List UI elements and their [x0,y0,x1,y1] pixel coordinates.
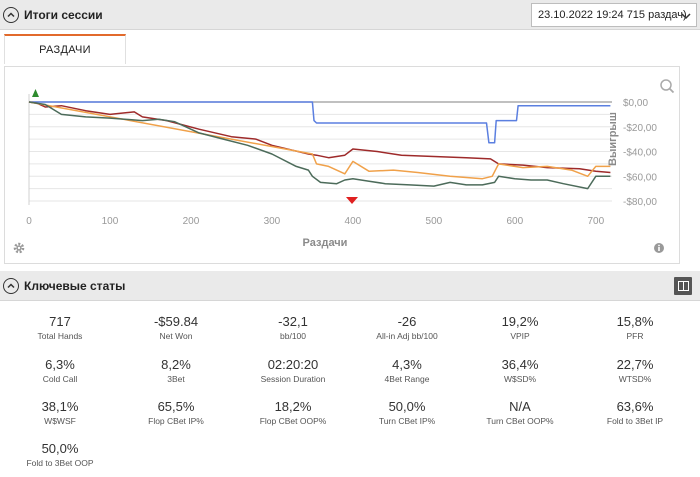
y-tick-label: -$40,00 [623,148,657,159]
session-selector[interactable]: 23.10.2022 19:24 715 раздач) [531,3,697,27]
stat-value: 717 [49,314,71,329]
stat-item: 8,2% 3Bet [116,357,236,385]
y-tick-label: -$60,00 [623,172,657,183]
stat-label: Turn CBet IP% [378,416,436,426]
stat-value: 38,1% [41,399,79,414]
chevron-up-icon [7,11,15,17]
x-tick-label: 0 [26,216,32,227]
stat-value: 15,8% [616,314,654,329]
stat-value: 02:20:20 [267,357,319,372]
stat-value: 50,0% [388,399,426,414]
stat-item: -32,1 bb/100 [233,314,353,342]
stat-label: Net Won [159,331,193,341]
y-tick-label: $0,00 [623,98,648,109]
x-tick-label: 100 [102,216,119,227]
x-tick-label: 500 [426,216,443,227]
stat-value: 4,3% [392,357,422,372]
stat-item: 19,2% VPIP [460,314,580,342]
winnings-chart-panel: 0 100 200 300 400 500 600 700 $0,00 -$20,00 -$40,… [4,66,680,264]
session-summary-header: Итоги сессии 23.10.2022 19:24 715 раздач… [0,0,700,30]
x-tick-label: 200 [183,216,200,227]
stat-label: 4Bet Range [384,374,430,384]
key-stats-grid: 717 Total Hands -$59.84 Net Won -32,1 bb/100-… [0,305,700,477]
y-tick-label: -$20,00 [623,123,657,134]
stat-label: Fold to 3Bet IP [606,416,664,426]
session-high-marker [32,89,39,97]
series-line-3 [28,101,611,190]
key-stats-header: Ключевые статы [0,271,700,301]
collapse-session-button[interactable] [3,6,19,23]
stat-label: Flop CBet OOP% [259,416,327,426]
y-axis-label: Выигрыш [607,112,619,166]
x-tick-label: 700 [587,216,604,227]
series-line-2 [28,101,611,180]
chevron-up-icon [7,282,15,288]
stat-label: VPIP [510,331,530,341]
stat-item: -$59.84 Net Won [116,314,236,342]
stat-label: bb/100 [280,331,306,341]
stat-item: 717 Total Hands [0,314,120,342]
tab-bar: РАЗДАЧИ [0,31,700,65]
stat-item: -26 All-in Adj bb/100 [347,314,467,342]
stat-label: Total Hands [37,331,83,341]
stat-item: 02:20:20 Session Duration [233,357,353,385]
zoom-icon[interactable] [660,79,675,94]
stat-label: 3Bet [167,374,185,384]
tab-hands[interactable]: РАЗДАЧИ [4,34,126,64]
stat-value: 18,2% [274,399,312,414]
stat-label: W$WSF [44,416,76,426]
stat-item: 6,3% Cold Call [0,357,120,385]
y-tick-label: -$80,00 [623,197,657,208]
gear-icon[interactable] [13,242,25,254]
x-tick-label: 400 [345,216,362,227]
stat-label: Cold Call [42,374,78,384]
stat-label: Session Duration [260,374,326,384]
stat-value: -$59.84 [153,314,199,329]
stat-item: 38,1% W$WSF [0,399,120,427]
stat-label: WTSD% [618,374,652,384]
stat-label: Fold to 3Bet OOP [26,458,94,468]
stat-item: 36,4% W$SD% [460,357,580,385]
stat-item: 18,2% Flop CBet OOP% [233,399,353,427]
x-tick-label: 600 [506,216,523,227]
stat-value: -32,1 [278,314,308,329]
stat-label: Turn CBet OOP% [486,416,554,426]
session-low-marker [346,197,358,204]
stat-value: N/A [509,399,531,414]
stat-label: Flop CBet IP% [148,416,204,426]
stat-item: N/A Turn CBet OOP% [460,399,580,427]
session-selector-value: 23.10.2022 19:24 715 раздач) [538,9,687,21]
stat-item: 50,0% Turn CBet IP% [347,399,467,427]
stat-value: 19,2% [501,314,539,329]
x-tick-label: 300 [264,216,281,227]
columns-icon [677,281,689,291]
stat-value: 65,5% [157,399,195,414]
stat-item: 50,0% Fold to 3Bet OOP [0,441,120,469]
info-icon[interactable] [654,243,664,253]
stat-value: 8,2% [161,357,191,372]
stat-value: 6,3% [45,357,75,372]
series-line-0 [29,101,611,144]
stat-label: PFR [626,331,644,341]
layout-toggle-button[interactable] [674,277,692,295]
stat-item: 63,6% Fold to 3Bet IP [575,399,695,427]
stat-value: 50,0% [41,441,79,456]
stat-item: 65,5% Flop CBet IP% [116,399,236,427]
stat-value: 36,4% [501,357,539,372]
stat-value: -26 [397,314,417,329]
series-line-1 [28,101,611,174]
chevron-down-icon [681,13,691,20]
stat-label: All-in Adj bb/100 [376,331,438,341]
winnings-chart: 0 100 200 300 400 500 600 700 $0,00 -$20,00 -$40,… [13,79,675,254]
stat-item: 22,7% WTSD% [575,357,695,385]
stat-value: 22,7% [616,357,654,372]
stat-label: W$SD% [503,374,537,384]
collapse-stats-button[interactable] [3,277,19,294]
session-summary-title: Итоги сессии [24,7,103,22]
stat-value: 63,6% [616,399,654,414]
key-stats-title: Ключевые статы [24,278,126,293]
stat-item: 15,8% PFR [575,314,695,342]
stat-item: 4,3% 4Bet Range [347,357,467,385]
x-axis-label: Раздачи [303,237,348,249]
